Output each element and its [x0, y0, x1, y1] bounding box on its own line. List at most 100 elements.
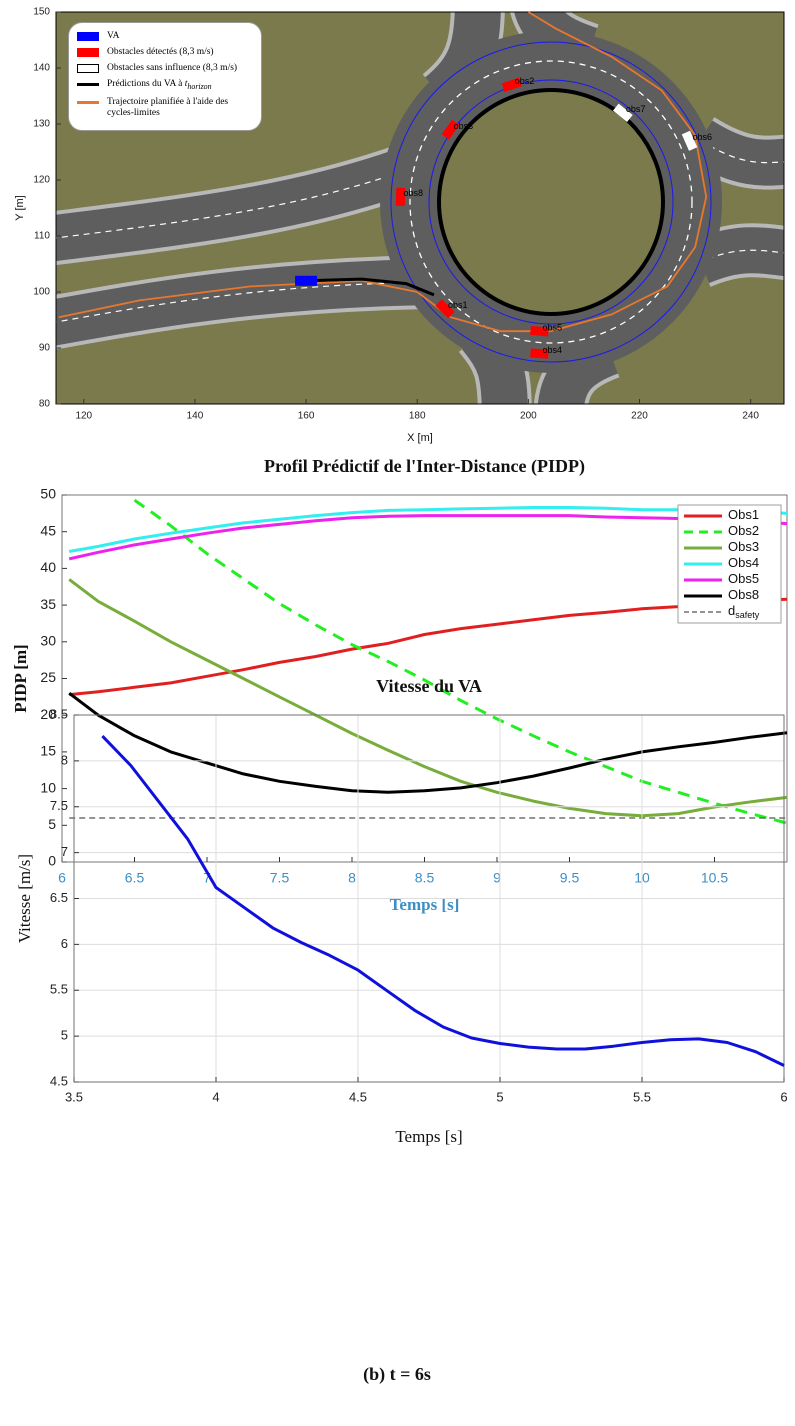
legend-text: Obstacles sans influence (8,3 m/s)	[107, 63, 237, 74]
x-tick-label: 3.5	[65, 1089, 83, 1104]
x-tick-label: 8.5	[415, 870, 435, 886]
x-tick-label: 4	[212, 1089, 219, 1104]
obstacle-label: obs6	[693, 132, 713, 142]
legend-label: Obs1	[728, 507, 759, 522]
y-axis-label: Vitesse [m/s]	[15, 854, 34, 943]
legend-sub: safety	[735, 610, 760, 620]
y-tick-label: 130	[33, 119, 50, 130]
legend-label: Obstacles sans influence (8,3 m/s)	[107, 63, 238, 73]
obstacle	[501, 77, 522, 92]
x-tick-label: 200	[520, 411, 537, 422]
legend-label: Obs5	[728, 571, 759, 586]
x-tick-label: 6.5	[125, 870, 145, 886]
y-tick-label: 10	[40, 779, 56, 795]
chart-title: Profil Prédictif de l'Inter-Distance (PI…	[264, 456, 585, 477]
y-tick-label: 15	[40, 743, 56, 759]
y-tick-label: 110	[34, 231, 50, 242]
obstacle-label: obs8	[404, 188, 424, 198]
legend-entry: Prédictions du VA à thorizon	[77, 79, 253, 92]
obstacle	[681, 130, 698, 151]
lane-marks	[409, 60, 693, 344]
road-map	[56, 12, 784, 404]
legend-entry: Obstacles détectés (8,3 m/s)	[77, 47, 253, 58]
y-tick-label: 5.5	[50, 982, 68, 997]
x-tick-label: 6	[780, 1089, 787, 1104]
y-axis-label: PIDP [m]	[11, 644, 30, 712]
y-axis-label: Y [m]	[14, 195, 26, 220]
chart-title: Vitesse du VA	[376, 676, 482, 696]
x-tick-label: 120	[75, 411, 92, 422]
y-tick-label: 5	[61, 1028, 68, 1043]
x-tick-label: 160	[298, 411, 315, 422]
series-line	[69, 597, 788, 697]
prediction-line	[306, 277, 435, 297]
y-tick-label: 8.5	[50, 706, 68, 721]
legend-entry: VA	[77, 31, 253, 42]
legend-label: Trajectoire planifiée à l'aide des cycle…	[107, 96, 229, 118]
legend-name: Obs4	[728, 555, 759, 570]
trajectory-line	[58, 11, 708, 333]
legend: VA Obstacles détectés (8,3 m/s) Obstacles …	[68, 22, 262, 131]
caption: (b) t = 6s	[363, 1364, 431, 1385]
obstacle-label: obs2	[515, 76, 535, 86]
obstacle	[395, 187, 406, 206]
legend-var: t	[184, 79, 188, 89]
legend-label: Obstacles détectés (8,3 m/s)	[107, 47, 214, 57]
x-tick-label: 10.5	[701, 870, 728, 886]
legend-text: Obstacles détectés (8,3 m/s)	[107, 47, 214, 58]
series-line	[68, 578, 788, 818]
legend-name: Obs5	[728, 571, 759, 586]
legend-label: Obs3	[728, 539, 759, 554]
obstacle	[613, 103, 633, 122]
x-tick-label: 180	[409, 411, 426, 422]
obstacle	[530, 348, 549, 359]
y-tick-label: 25	[40, 669, 56, 685]
x-tick-label: 9.5	[560, 870, 580, 886]
y-tick-label: 120	[33, 175, 50, 186]
legend-swatch	[77, 64, 99, 73]
x-axis-label: Temps [s]	[395, 1127, 462, 1146]
obstacle	[530, 325, 549, 337]
legend-label: dsafety	[728, 603, 760, 620]
obstacle-label: obs3	[454, 121, 474, 131]
series-line	[68, 514, 788, 561]
x-tick-label: 5.5	[633, 1089, 651, 1104]
obstacle-label: obs5	[542, 323, 562, 333]
legend-sub: horizon	[187, 81, 212, 91]
y-tick-label: 0	[48, 853, 56, 869]
x-tick-label: 9	[493, 870, 501, 886]
legend-label: Obs8	[728, 587, 759, 602]
legend-entry: Obstacles sans influence (8,3 m/s)	[77, 63, 253, 74]
roundabout-island	[437, 88, 665, 316]
obstacle-label: obs4	[542, 345, 562, 355]
x-tick-label: 220	[631, 411, 648, 422]
legend-name: Obs1	[728, 507, 759, 522]
legend-label: Obs2	[728, 523, 759, 538]
obstacle	[441, 119, 460, 140]
x-axis-label: X [m]	[407, 432, 433, 444]
legend-name: Obs8	[728, 587, 759, 602]
series-line	[133, 498, 788, 825]
legend-label: Obs4	[728, 555, 759, 570]
y-tick-label: 80	[39, 399, 51, 410]
y-tick-label: 30	[40, 633, 56, 649]
x-axis-label: Temps [s]	[390, 895, 460, 914]
x-tick-label: 8	[348, 870, 356, 886]
series-line	[68, 506, 788, 553]
x-tick-label: 140	[187, 411, 204, 422]
plot-frame	[73, 714, 785, 1083]
y-tick-label: 4.5	[50, 1073, 68, 1088]
obstacle	[435, 299, 455, 319]
y-tick-label: 8	[61, 752, 68, 767]
y-tick-label: 7.5	[50, 798, 68, 813]
x-tick-label: 7	[203, 870, 211, 886]
plot-frame	[55, 11, 785, 405]
y-tick-label: 100	[33, 287, 50, 298]
legend-swatch	[77, 48, 99, 57]
legend-text: Trajectoire planifiée à l'aide des cycle…	[107, 97, 253, 119]
x-tick-label: 240	[742, 411, 759, 422]
legend-swatch	[77, 32, 99, 41]
y-tick-label: 6	[61, 936, 68, 951]
legend-swatch	[77, 100, 99, 104]
